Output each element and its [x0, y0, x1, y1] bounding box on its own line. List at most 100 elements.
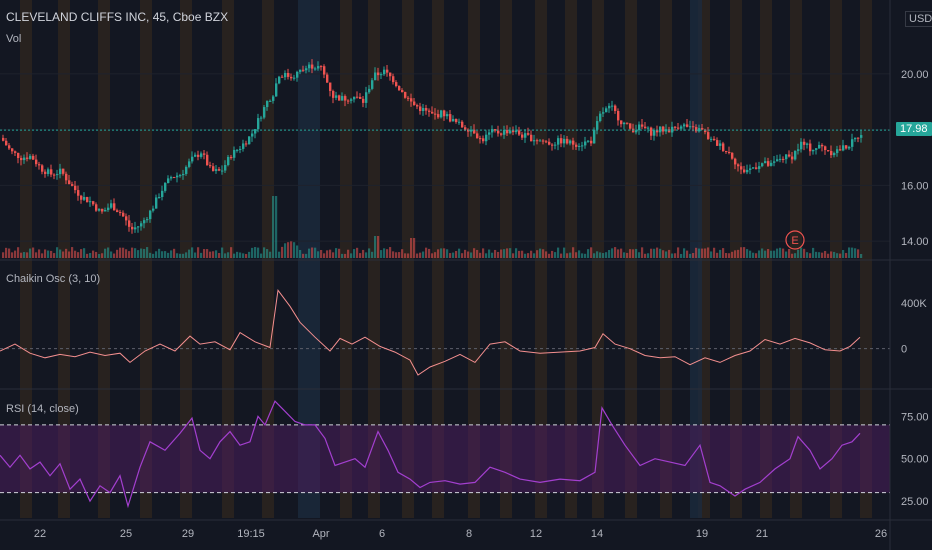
- time-axis[interactable]: 22 25 29 19:15 Apr 6 8 12 14 19 21 26: [34, 528, 887, 540]
- volume-bar: [80, 249, 83, 258]
- candle-body: [818, 144, 821, 149]
- candle-body: [137, 226, 140, 228]
- candle-body: [608, 105, 611, 109]
- candle-body: [98, 208, 101, 211]
- volume-bar: [500, 249, 503, 258]
- candle-body: [101, 208, 104, 212]
- chaikin-tick-label: 400K: [901, 298, 927, 310]
- candle-body: [830, 150, 833, 156]
- candle-body: [389, 72, 392, 77]
- volume-bar: [149, 252, 152, 258]
- volume-bar: [593, 253, 596, 258]
- candle-body: [308, 64, 311, 69]
- volume-bar: [671, 253, 674, 258]
- candle-body: [626, 122, 629, 124]
- volume-bar: [686, 250, 689, 258]
- candle-body: [743, 169, 746, 173]
- candle-body: [611, 105, 614, 107]
- candle-body: [461, 121, 464, 128]
- price-tick-label: 16.00: [901, 180, 929, 192]
- candle-body: [260, 117, 263, 119]
- candle-body: [323, 66, 326, 75]
- volume-bar: [389, 247, 392, 258]
- earnings-marker[interactable]: E: [785, 230, 805, 250]
- candle-body: [242, 143, 245, 149]
- volume-bar: [56, 247, 59, 258]
- candle-body: [305, 68, 308, 71]
- time-tick-label: 14: [591, 528, 603, 540]
- volume-bar: [668, 249, 671, 258]
- volume-bar: [503, 249, 506, 258]
- volume-bar: [638, 252, 641, 258]
- volume-bar: [725, 252, 728, 258]
- candle-body: [464, 127, 467, 130]
- candle-body: [755, 167, 758, 169]
- candle-body: [842, 145, 845, 151]
- time-tick-label: 26: [875, 528, 887, 540]
- volume-bar: [164, 251, 167, 258]
- candle-body: [179, 175, 182, 177]
- candle-body: [287, 72, 290, 77]
- volume-bar: [53, 253, 56, 258]
- candle-body: [401, 90, 404, 93]
- volume-bar: [554, 252, 557, 258]
- candle-body: [506, 130, 509, 134]
- time-tick-label: 29: [182, 528, 194, 540]
- volume-bar: [62, 251, 65, 258]
- candle-body: [29, 155, 32, 159]
- candle-body: [701, 128, 704, 130]
- volume-bar: [719, 249, 722, 258]
- volume-bar: [68, 251, 71, 258]
- volume-bar: [401, 249, 404, 258]
- candle-body: [47, 169, 50, 174]
- volume-bar: [731, 251, 734, 258]
- candle-body: [590, 140, 593, 144]
- volume-bar: [92, 250, 95, 258]
- volume-bar: [770, 250, 773, 258]
- candle-body: [239, 148, 242, 150]
- volume-bar: [260, 253, 263, 258]
- candle-body: [689, 126, 692, 128]
- volume-bar: [155, 251, 158, 258]
- candle-body: [116, 210, 119, 213]
- volume-bar: [434, 252, 437, 258]
- volume-label: Vol: [6, 33, 22, 45]
- currency-label[interactable]: USD: [905, 11, 932, 27]
- volume-bar: [428, 248, 431, 258]
- volume-bar: [5, 247, 8, 258]
- candle-body: [332, 90, 335, 98]
- time-tick-label: Apr: [312, 528, 329, 540]
- volume-bar: [752, 252, 755, 258]
- volume-bar: [47, 250, 50, 258]
- candle-body: [719, 143, 722, 146]
- candle-body: [146, 219, 149, 221]
- volume-bar: [584, 253, 587, 258]
- time-tick-label: 19:15: [237, 528, 265, 540]
- candle-body: [515, 130, 518, 133]
- volume-bar: [95, 251, 98, 258]
- candle-body: [422, 108, 425, 111]
- candle-body: [446, 114, 449, 117]
- volume-bar: [683, 248, 686, 258]
- volume-bar: [98, 253, 101, 258]
- candle-body: [233, 149, 236, 158]
- volume-bar: [206, 249, 209, 258]
- volume-bar: [782, 248, 785, 258]
- candle-body: [8, 145, 11, 149]
- time-tick-label: 22: [34, 528, 46, 540]
- volume-bar: [212, 251, 215, 258]
- volume-bar: [704, 248, 707, 258]
- candle-body: [161, 190, 164, 197]
- volume-bar: [452, 252, 455, 258]
- candle-body: [314, 68, 317, 70]
- volume-bar: [746, 249, 749, 258]
- volume-bar: [506, 248, 509, 258]
- volume-bar: [569, 252, 572, 258]
- candle-body: [35, 159, 38, 165]
- candle-body: [158, 196, 161, 198]
- volume-bar: [626, 252, 629, 258]
- candle-body: [857, 137, 860, 139]
- volume-bar: [119, 247, 122, 258]
